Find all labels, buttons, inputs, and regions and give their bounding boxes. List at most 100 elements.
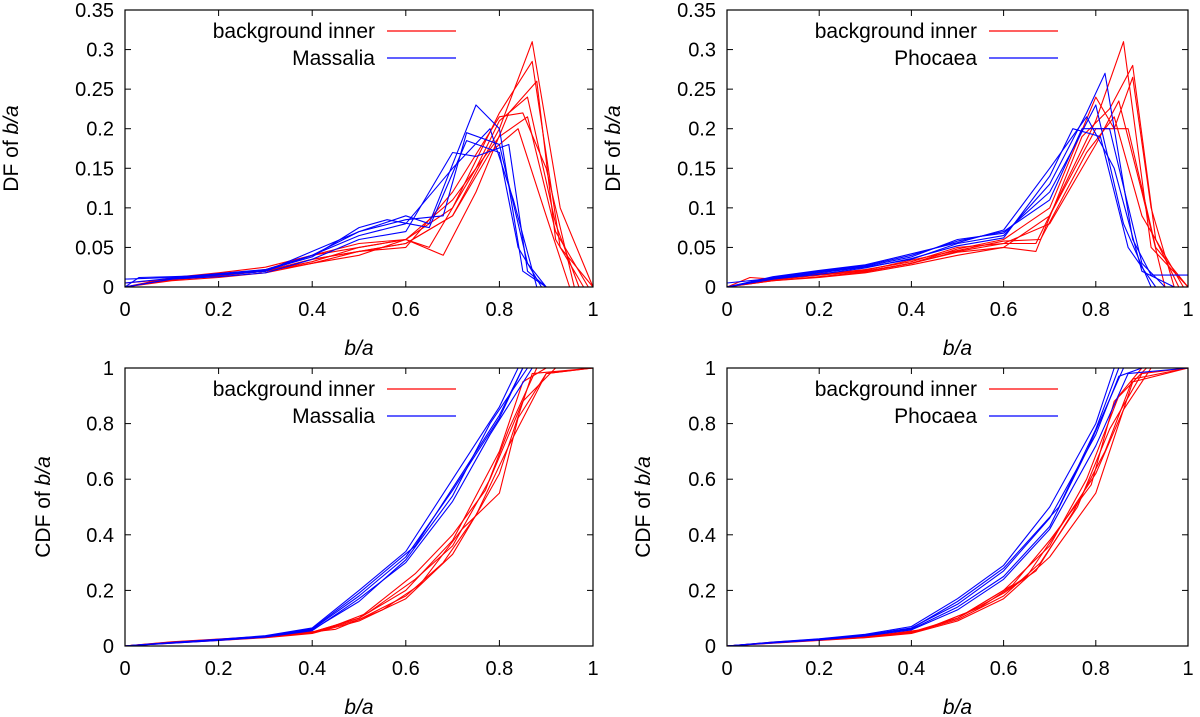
series-line-target-4	[726, 116, 1175, 288]
y-tick-label: 0.1	[688, 198, 716, 220]
chart-panel-df-phocaea: 0 0.2 0.4 0.6 0.8 1 0 0.05 0.1 0.15 0.2 0.25 0.3 0.35…	[602, 0, 1194, 360]
x-tick-label: 0	[721, 658, 732, 680]
y-axis-label: DF of b/a	[602, 105, 625, 191]
series-line-target-4	[124, 367, 593, 647]
series-line-target-3	[726, 128, 1157, 288]
y-tick-label: 0.1	[86, 198, 114, 220]
y-tick-label: 0.15	[677, 158, 716, 180]
y-tick-label: 0.3	[86, 40, 114, 62]
y-tick-label: 1	[705, 358, 716, 380]
y-tick-label: 0.8	[688, 414, 716, 436]
x-axis-label-variable: b/a	[943, 696, 972, 717]
y-axis-label-variable: b/a	[0, 105, 23, 134]
plot-frame	[124, 9, 594, 288]
y-axis-label: DF of b/a	[0, 105, 23, 191]
y-tick-label: 0.4	[688, 525, 716, 547]
x-tick-label: 0	[119, 299, 130, 321]
y-axis-label-text: CDF of	[632, 485, 655, 557]
x-tick-label: 0.6	[990, 299, 1018, 321]
x-axis-label-variable: b/a	[943, 337, 972, 360]
x-tick-label: 0.2	[205, 299, 233, 321]
y-tick-label: 0.05	[75, 237, 114, 259]
y-tick-label: 0	[103, 277, 114, 299]
x-tick-label: 0	[721, 299, 732, 321]
series-line-target-1	[726, 128, 1166, 288]
x-tick-label: 0.8	[485, 658, 513, 680]
x-tick-label: 0.4	[897, 299, 925, 321]
legend: background inner Massalia	[213, 378, 456, 428]
legend: background inner Phocaea	[815, 378, 1058, 428]
series-line-background-5	[726, 116, 1184, 288]
x-tick-label: 0.2	[805, 658, 833, 680]
y-axis-label-variable: b/a	[32, 456, 55, 485]
series-line-target-2	[124, 128, 538, 288]
x-axis-label: b/a	[344, 696, 373, 717]
series-line-background-1	[124, 60, 594, 288]
y-tick-label: 0.6	[86, 469, 114, 491]
x-tick-label: 0.8	[1082, 658, 1110, 680]
legend: background inner Massalia	[213, 20, 456, 70]
y-tick-label: 0.15	[75, 158, 114, 180]
legend-label: background inner	[213, 20, 375, 43]
y-tick-label: 0.35	[677, 0, 716, 22]
legend-label: background inner	[213, 378, 375, 401]
y-axis-label-variable: b/a	[632, 456, 655, 485]
plot-frame	[124, 367, 594, 647]
x-tick-label: 0.6	[392, 658, 420, 680]
series-line-background-4	[726, 128, 1189, 288]
x-axis-label-variable: b/a	[344, 337, 373, 360]
legend-label: Phocaea	[894, 47, 977, 70]
x-axis-label-variable: b/a	[344, 696, 373, 717]
y-axis-label-text: DF of	[602, 135, 625, 192]
x-tick-label: 0.2	[205, 658, 233, 680]
y-tick-label: 0.2	[86, 580, 114, 602]
x-axis-label: b/a	[943, 337, 972, 360]
series-line-target-4	[124, 140, 542, 288]
x-tick-label: 1	[1182, 299, 1193, 321]
y-tick-label: 0.2	[688, 119, 716, 141]
x-axis-label: b/a	[344, 337, 373, 360]
y-tick-label: 0.6	[688, 469, 716, 491]
y-tick-label: 0.2	[688, 580, 716, 602]
series-line-target-1	[124, 132, 547, 288]
series-line-background-2	[726, 76, 1175, 288]
y-tick-label: 0	[705, 636, 716, 658]
legend-label: background inner	[815, 378, 977, 401]
y-tick-label: 0.05	[677, 237, 716, 259]
y-tick-label: 0	[103, 636, 114, 658]
y-tick-label: 0.2	[86, 119, 114, 141]
y-axis-label: CDF of b/a	[32, 456, 55, 558]
plot-frame	[726, 367, 1189, 647]
legend-label: Massalia	[292, 405, 375, 428]
x-tick-label: 0.6	[990, 658, 1018, 680]
series-line-background-6	[124, 116, 589, 288]
x-tick-label: 1	[1182, 658, 1193, 680]
legend-label: background inner	[815, 20, 977, 43]
y-axis-label-text: DF of	[0, 135, 23, 192]
y-tick-label: 0	[705, 277, 716, 299]
x-tick-label: 1	[587, 658, 598, 680]
x-tick-label: 0.8	[485, 299, 513, 321]
x-tick-label: 0.2	[805, 299, 833, 321]
y-axis-label: CDF of b/a	[632, 456, 655, 558]
y-tick-label: 0.3	[688, 40, 716, 62]
y-tick-label: 0.25	[677, 79, 716, 101]
x-tick-label: 0	[119, 658, 130, 680]
x-tick-label: 0.4	[298, 299, 326, 321]
x-tick-label: 0.8	[1082, 299, 1110, 321]
y-axis-label-text: CDF of	[32, 485, 55, 557]
x-tick-label: 0.4	[298, 658, 326, 680]
y-tick-label: 0.25	[75, 79, 114, 101]
legend-label: Phocaea	[894, 405, 977, 428]
y-tick-label: 0.35	[75, 0, 114, 22]
series-line-target-0	[726, 72, 1188, 288]
x-tick-label: 1	[587, 299, 598, 321]
series-line-background-3	[124, 112, 575, 288]
y-tick-label: 0.8	[86, 414, 114, 436]
series-line-target-3	[124, 143, 547, 288]
plot-frame	[726, 9, 1189, 288]
series-line-target-2	[726, 104, 1152, 288]
x-axis-label: b/a	[943, 696, 972, 717]
